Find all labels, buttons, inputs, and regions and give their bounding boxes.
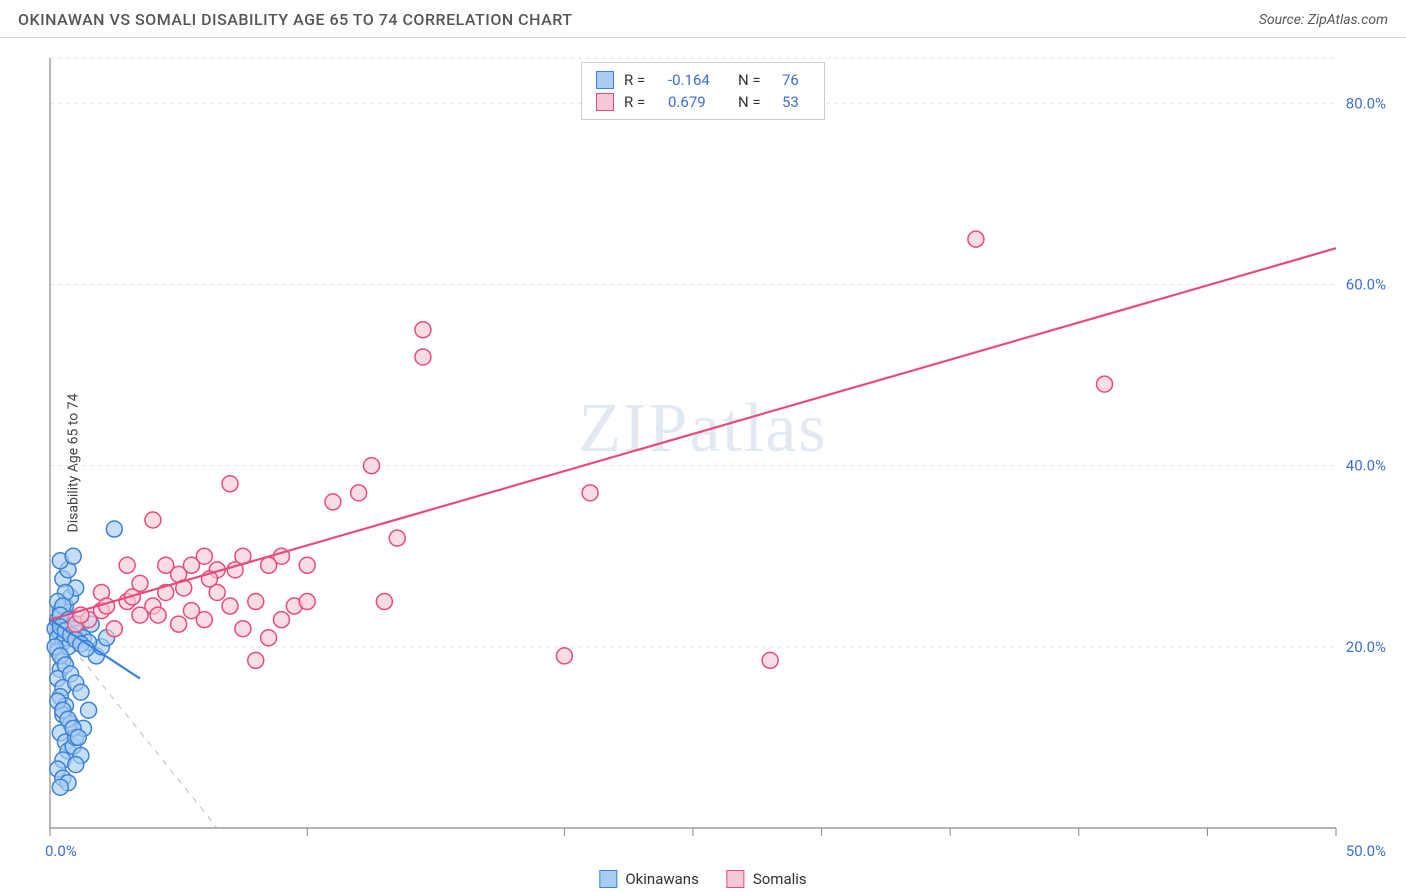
- data-point: [222, 476, 238, 492]
- data-point: [273, 612, 289, 628]
- n-label: N =: [738, 71, 772, 89]
- data-point: [73, 684, 89, 700]
- trend-line: [50, 248, 1336, 619]
- data-point: [299, 594, 315, 610]
- data-point: [299, 557, 315, 573]
- legend-swatch: [599, 870, 617, 888]
- legend-swatch: [596, 71, 614, 89]
- r-value: 0.679: [668, 93, 728, 111]
- data-point: [235, 621, 251, 637]
- data-point: [556, 648, 572, 664]
- legend-row: R = -0.164 N = 76: [596, 69, 810, 91]
- data-point: [196, 548, 212, 564]
- data-point: [762, 652, 778, 668]
- legend-row: R = 0.679 N = 53: [596, 91, 810, 113]
- data-point: [65, 548, 81, 564]
- data-point: [171, 616, 187, 632]
- data-point: [248, 594, 264, 610]
- chart-title: OKINAWAN VS SOMALI DISABILITY AGE 65 TO …: [18, 10, 573, 29]
- data-point: [222, 598, 238, 614]
- source-name: ZipAtlas.com: [1308, 12, 1388, 28]
- data-point: [52, 779, 68, 795]
- legend-swatch: [596, 93, 614, 111]
- data-point: [364, 458, 380, 474]
- data-point: [119, 557, 135, 573]
- scatter-plot: 20.0% 40.0% 60.0% 80.0% 0.0% 50.0%: [40, 38, 1406, 888]
- data-point: [261, 630, 277, 646]
- y-tick-label: 80.0%: [1346, 94, 1386, 112]
- data-point: [106, 521, 122, 537]
- legend-swatch: [727, 870, 745, 888]
- data-point: [70, 729, 86, 745]
- data-point: [183, 603, 199, 619]
- chart-source: Source: ZipAtlas.com: [1259, 12, 1388, 28]
- n-label: N =: [738, 93, 772, 111]
- data-point: [248, 652, 264, 668]
- data-point: [1097, 376, 1113, 392]
- data-point: [325, 494, 341, 510]
- n-value: 53: [782, 93, 810, 111]
- y-tick-label: 60.0%: [1346, 275, 1386, 293]
- data-point: [389, 530, 405, 546]
- chart-area: Disability Age 65 to 74 ZIPatlas 20.0%40…: [0, 38, 1406, 888]
- chart-header: OKINAWAN VS SOMALI DISABILITY AGE 65 TO …: [0, 0, 1406, 38]
- data-point: [68, 757, 84, 773]
- data-point: [158, 557, 174, 573]
- y-tick-label: 40.0%: [1346, 457, 1386, 475]
- x-tick-label: 50.0%: [1346, 842, 1386, 860]
- legend-label: Okinawans: [625, 870, 698, 888]
- data-point: [376, 594, 392, 610]
- data-point: [145, 512, 161, 528]
- r-value: -0.164: [668, 71, 728, 89]
- source-prefix: Source:: [1259, 12, 1308, 28]
- r-label: R =: [624, 93, 658, 111]
- legend-item: Okinawans: [599, 870, 698, 888]
- legend-item: Somalis: [727, 870, 807, 888]
- n-value: 76: [782, 71, 810, 89]
- data-point: [415, 322, 431, 338]
- data-point: [351, 485, 367, 501]
- data-point: [968, 231, 984, 247]
- series-legend: Okinawans Somalis: [599, 870, 806, 888]
- data-point: [150, 607, 166, 623]
- data-point: [582, 485, 598, 501]
- data-point: [415, 349, 431, 365]
- correlation-legend: R = -0.164 N = 76 R = 0.679 N = 53: [581, 62, 825, 120]
- data-point: [81, 702, 97, 718]
- legend-label: Somalis: [753, 870, 807, 888]
- r-label: R =: [624, 71, 658, 89]
- data-point: [106, 621, 122, 637]
- x-tick-label: 0.0%: [45, 842, 77, 860]
- y-tick-label: 20.0%: [1346, 638, 1386, 656]
